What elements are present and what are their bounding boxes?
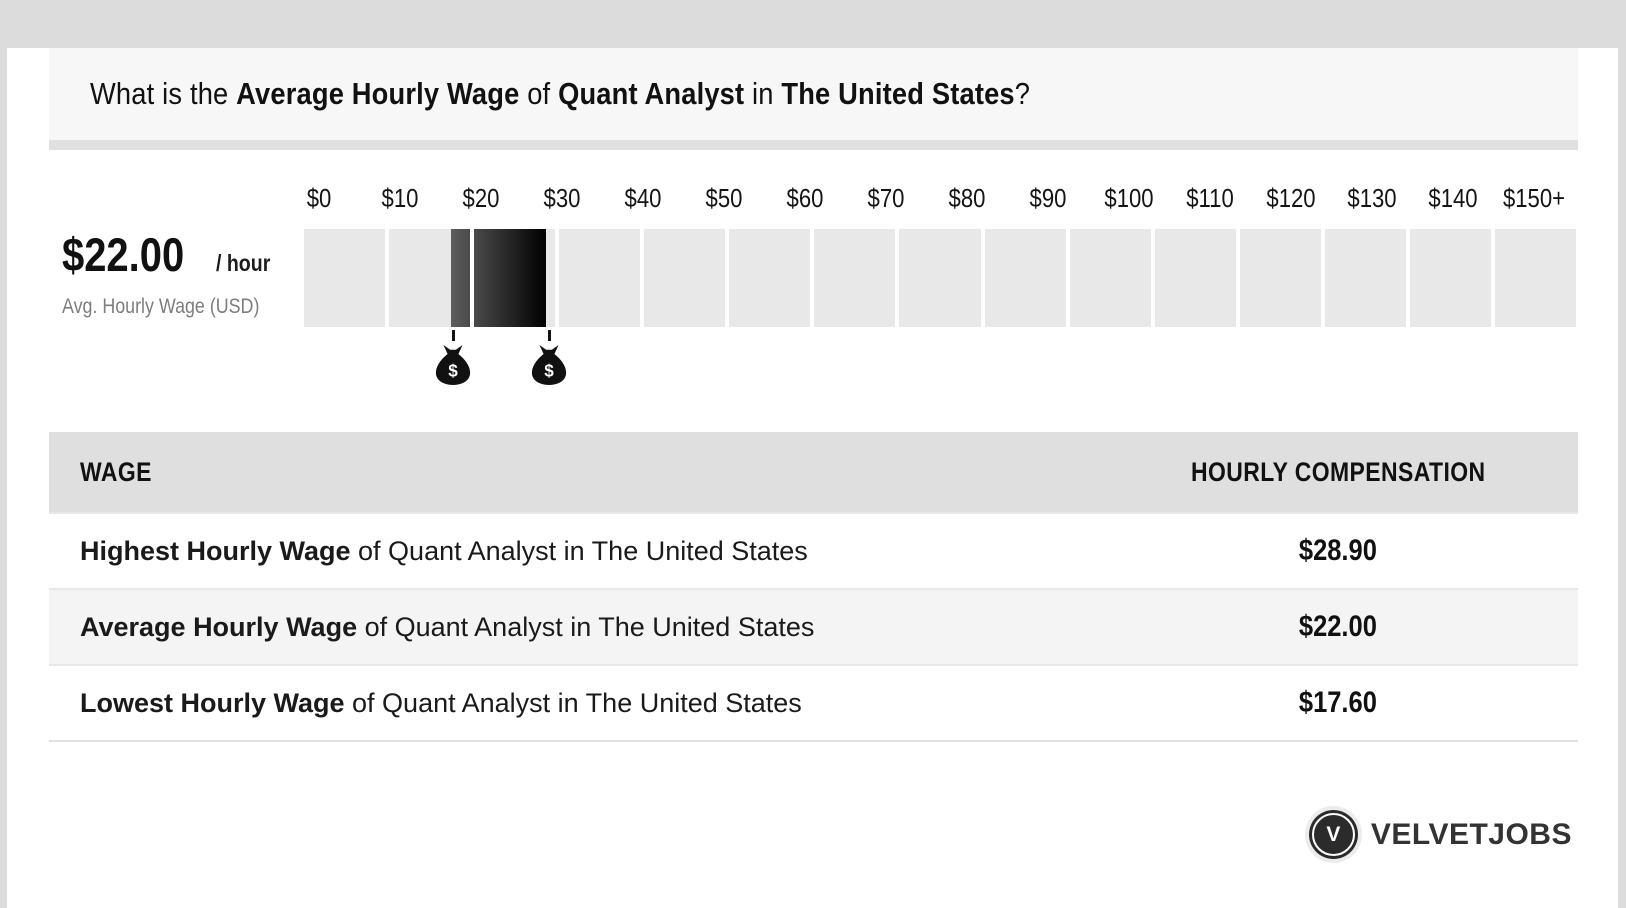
scale-segment-50 xyxy=(729,229,811,327)
scale-segment-110 xyxy=(1239,229,1321,327)
axis-label-8: $80 xyxy=(948,183,986,213)
row-value-cell: $17.60 xyxy=(1098,686,1578,720)
brand-logo[interactable]: V VELVETJOBS xyxy=(1308,810,1572,859)
scale-segment-40 xyxy=(644,229,726,327)
highlight-fill xyxy=(474,229,547,327)
row-value: $17.60 xyxy=(1298,686,1377,719)
per-hour-label: / hour xyxy=(215,250,271,276)
row-label-rest: of Quant Analyst in The United States xyxy=(350,535,808,566)
row-label-metric: Average Hourly Wage xyxy=(80,611,358,642)
axis-label-14: $140 xyxy=(1428,183,1478,213)
row-label: Highest Hourly Wage of Quant Analyst in … xyxy=(49,536,1098,567)
title-text: ? xyxy=(1014,76,1031,111)
axis-label-0: $0 xyxy=(306,183,332,213)
title-job: Quant Analyst xyxy=(558,76,745,111)
title-metric: Average Hourly Wage xyxy=(236,76,520,111)
page-title: What is the Average Hourly Wage of Quant… xyxy=(90,76,1030,112)
row-value: $28.90 xyxy=(1298,534,1377,567)
row-value-cell: $28.90 xyxy=(1098,534,1578,568)
axis-label-1: $10 xyxy=(381,183,419,213)
table-row: Lowest Hourly Wage of Quant Analyst in T… xyxy=(49,664,1578,740)
axis-label-10: $100 xyxy=(1104,183,1154,213)
axis-label-12: $120 xyxy=(1266,183,1316,213)
row-label-metric: Lowest Hourly Wage xyxy=(80,687,345,718)
title-text: What is the xyxy=(90,76,237,111)
logo-letter: V xyxy=(1326,822,1341,846)
money-bag-icon: $ xyxy=(531,345,567,385)
axis-label-3: $30 xyxy=(543,183,581,213)
scale-segment-100 xyxy=(1154,229,1236,327)
scale-segment-130 xyxy=(1409,229,1491,327)
wage-table: WAGE HOURLY COMPENSATION Highest Hourly … xyxy=(49,432,1578,742)
axis-label-15: $150+ xyxy=(1502,183,1566,213)
wage-scale-chart: $0 $10 $20 $30 $40 $50 $60 $70 $80 $90 $100 $110 $12… xyxy=(304,183,1576,388)
title-location: The United States xyxy=(781,76,1015,111)
axis-label-4: $40 xyxy=(624,183,662,213)
axis-labels: $0 $10 $20 $30 $40 $50 $60 $70 $80 $90 $100 $110 $12… xyxy=(304,183,1576,213)
row-label-metric: Highest Hourly Wage xyxy=(80,535,351,566)
title-text: in xyxy=(744,76,782,111)
axis-label-11: $110 xyxy=(1186,183,1234,213)
scale-segment-10 xyxy=(389,229,471,327)
content-card: What is the Average Hourly Wage of Quant… xyxy=(7,48,1618,908)
svg-text:$: $ xyxy=(448,361,458,380)
scale-segment-80 xyxy=(984,229,1066,327)
brand-name: VELVETJOBS xyxy=(1370,817,1572,851)
scale-segment-60 xyxy=(814,229,896,327)
axis-label-9: $90 xyxy=(1029,183,1067,213)
page: What is the Average Hourly Wage of Quant… xyxy=(7,48,1618,908)
row-label-rest: of Quant Analyst in The United States xyxy=(357,611,815,642)
axis-label-2: $20 xyxy=(462,183,500,213)
header-wage: WAGE xyxy=(80,456,152,487)
scale-segment-70 xyxy=(899,229,981,327)
question-header: What is the Average Hourly Wage of Quant… xyxy=(49,48,1578,150)
row-label: Lowest Hourly Wage of Quant Analyst in T… xyxy=(49,688,1098,719)
axis-label-7: $70 xyxy=(867,183,905,213)
title-text: of xyxy=(519,76,559,111)
table-header-row: WAGE HOURLY COMPENSATION xyxy=(49,432,1578,512)
scale-segment-120 xyxy=(1324,229,1406,327)
marker-dash xyxy=(451,330,455,341)
row-label-rest: of Quant Analyst in The United States xyxy=(344,687,802,718)
average-wage-amount: $22.00 xyxy=(62,228,185,281)
axis-label-6: $60 xyxy=(786,183,824,213)
marker-dash xyxy=(547,330,551,341)
axis-label-5: $50 xyxy=(705,183,743,213)
money-bag-icon: $ xyxy=(436,345,471,385)
table-row: Highest Hourly Wage of Quant Analyst in … xyxy=(49,512,1578,588)
highlight-fill xyxy=(450,229,471,327)
row-label: Average Hourly Wage of Quant Analyst in … xyxy=(49,612,1098,643)
wage-caption: Avg. Hourly Wage (USD) xyxy=(62,295,260,318)
svg-text:$: $ xyxy=(544,361,554,380)
average-wage-panel: $22.00 / hour Avg. Hourly Wage (USD) xyxy=(49,183,304,388)
wage-line: $22.00 / hour xyxy=(62,227,304,282)
wage-scale-track xyxy=(304,229,1576,327)
header-hourly-compensation: HOURLY COMPENSATION xyxy=(1190,456,1486,487)
scale-segment-90 xyxy=(1069,229,1151,327)
table-body: Highest Hourly Wage of Quant Analyst in … xyxy=(49,512,1578,740)
row-value: $22.00 xyxy=(1298,610,1377,643)
scale-segment-20 xyxy=(474,229,556,327)
scale-segment-140 xyxy=(1494,229,1576,327)
logo-circle-icon: V xyxy=(1308,810,1358,859)
scale-segment-0 xyxy=(304,229,386,327)
scale-segment-30 xyxy=(559,229,641,327)
table-row: Average Hourly Wage of Quant Analyst in … xyxy=(49,588,1578,664)
axis-label-13: $130 xyxy=(1347,183,1397,213)
row-value-cell: $22.00 xyxy=(1098,610,1578,644)
wage-chart-section: $22.00 / hour Avg. Hourly Wage (USD) $0 $… xyxy=(49,183,1576,388)
